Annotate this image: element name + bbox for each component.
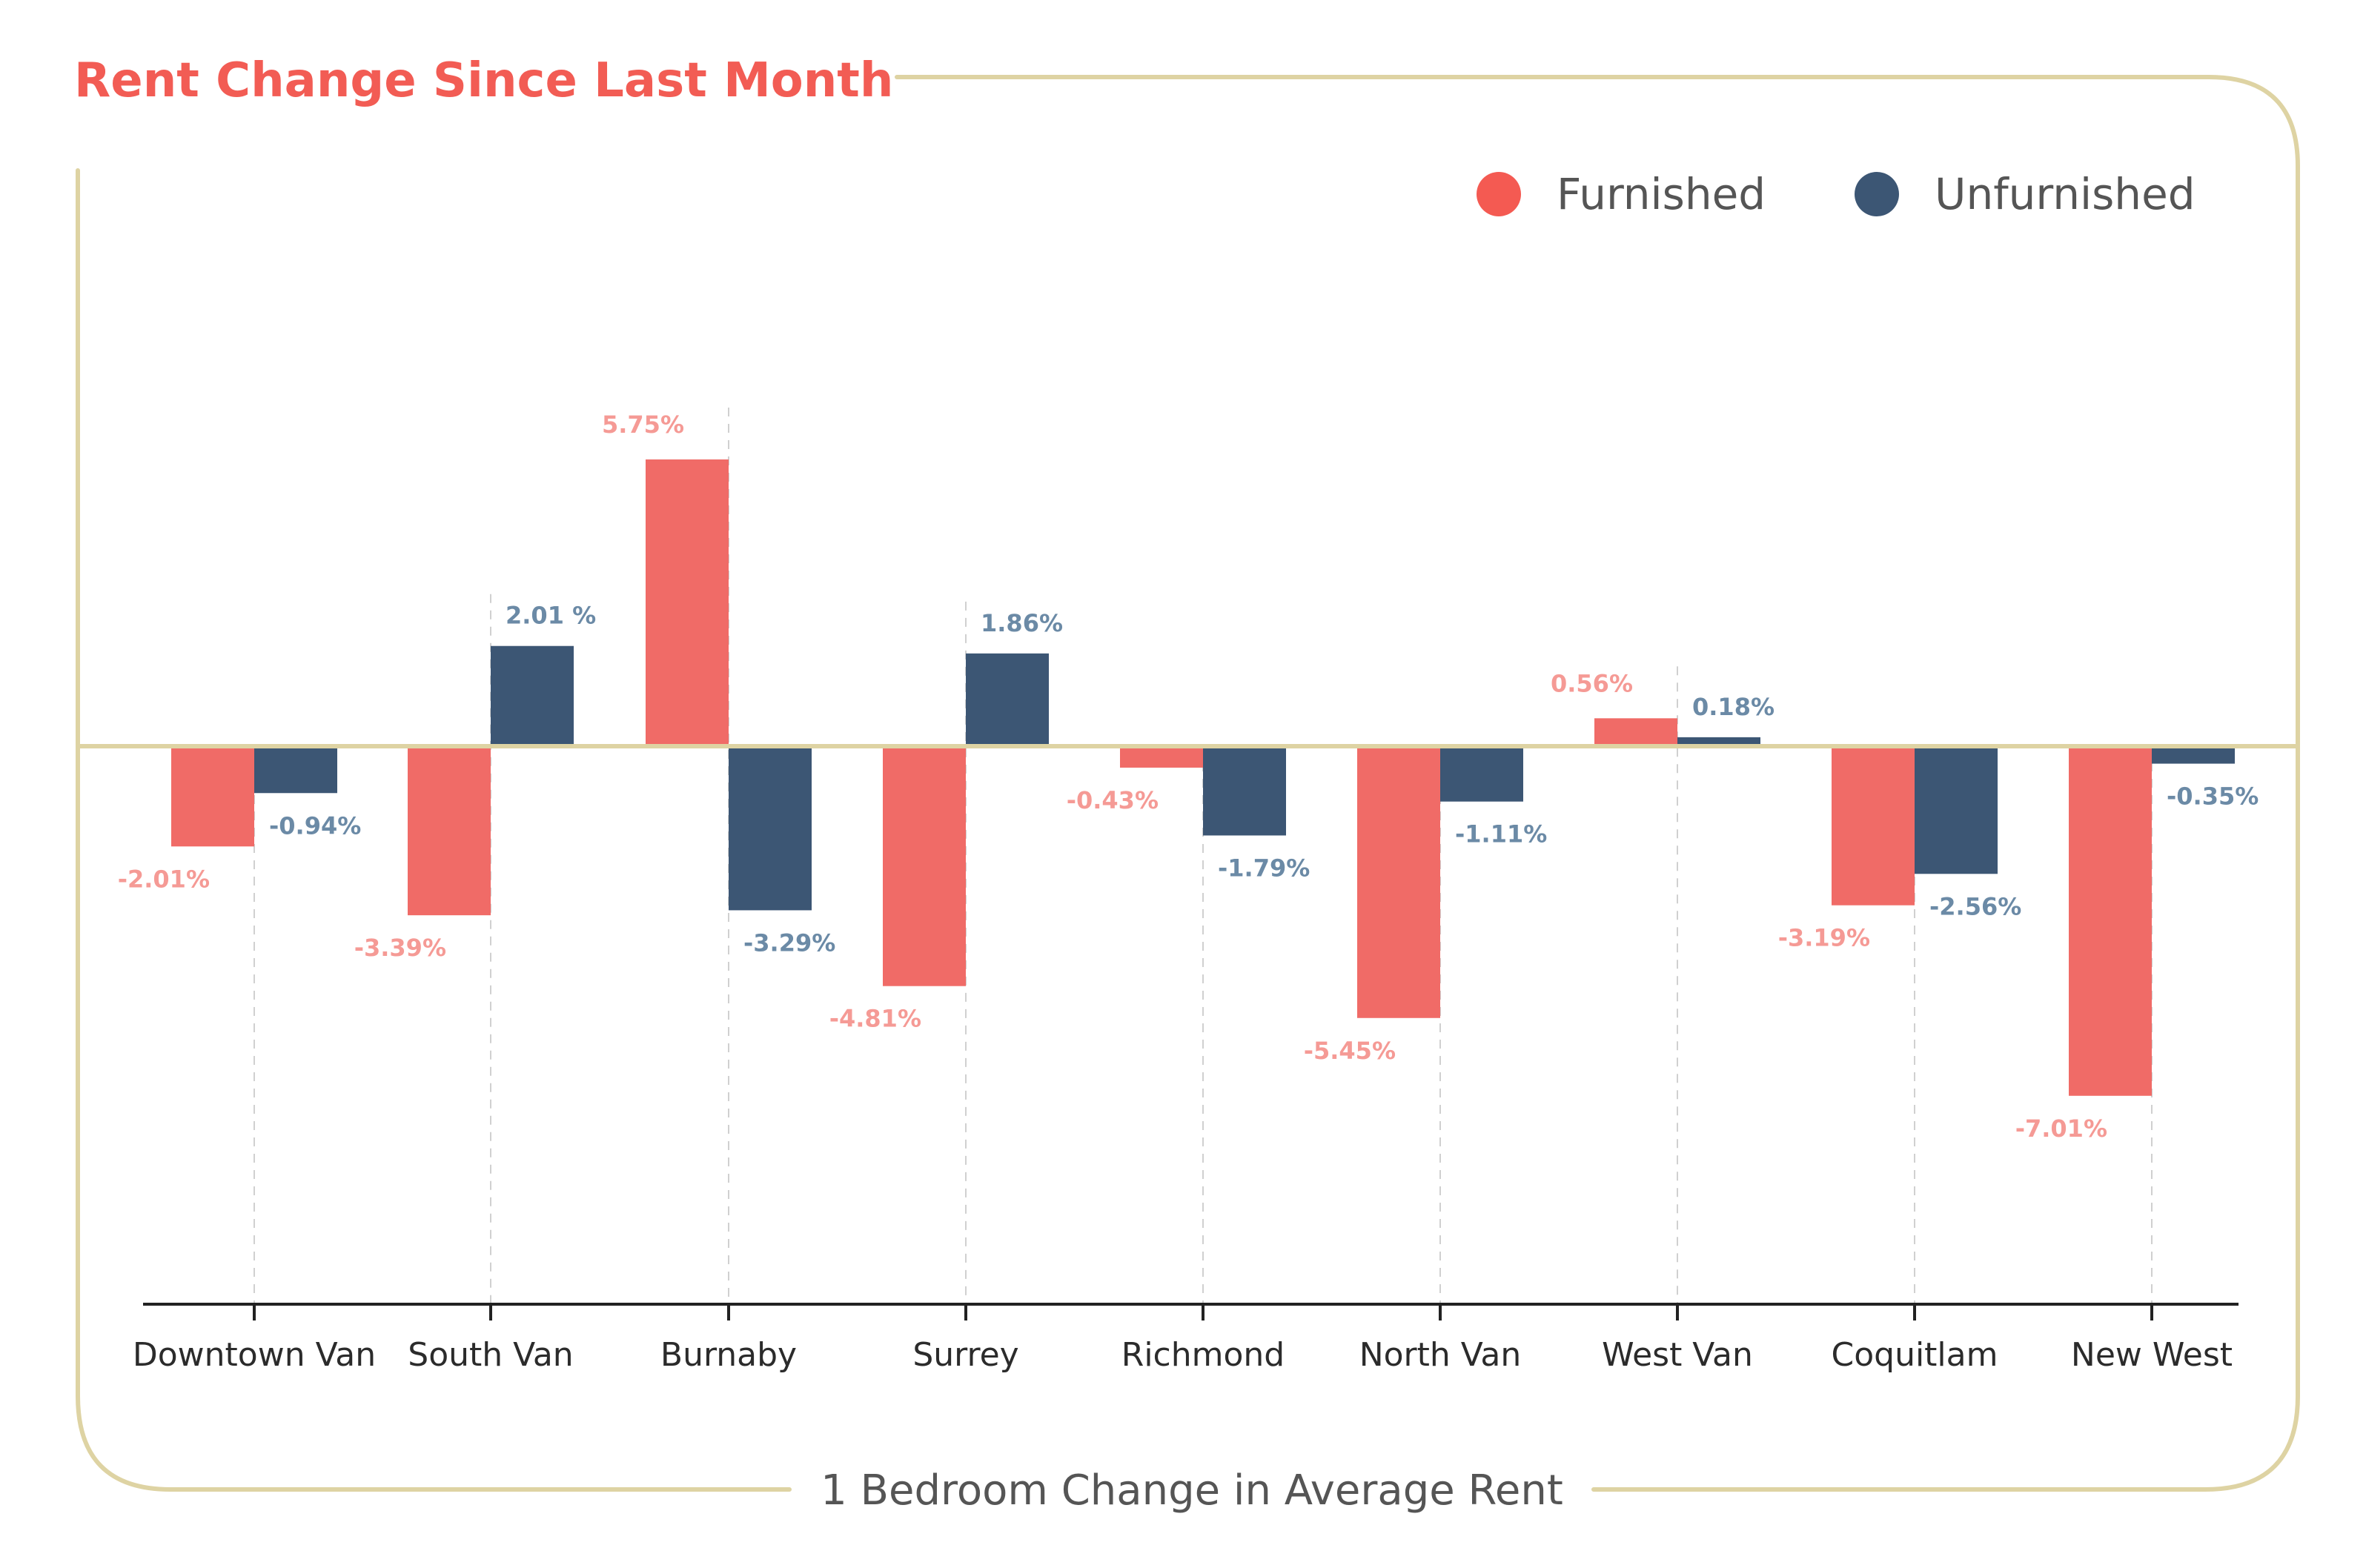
value-label-furnished: 5.75% xyxy=(602,411,684,439)
legend-unfurnished-label: Unfurnished xyxy=(1935,169,2196,219)
value-label-furnished: -5.45% xyxy=(1304,1037,1396,1065)
bars xyxy=(171,459,2235,1096)
category-label: Downtown Van xyxy=(133,1336,376,1374)
category-label: Burnaby xyxy=(660,1336,797,1374)
bar-unfurnished-south-van xyxy=(491,645,574,746)
value-label-unfurnished: -2.56% xyxy=(1929,892,2021,920)
bar-furnished-burnaby xyxy=(646,459,729,746)
value-label-unfurnished: -0.94% xyxy=(269,811,361,840)
legend-furnished-dot xyxy=(1477,172,1521,216)
bar-unfurnished-surrey xyxy=(966,653,1049,746)
value-label-furnished: -0.43% xyxy=(1067,786,1159,814)
category-label: North Van xyxy=(1359,1336,1522,1374)
category-label: South Van xyxy=(408,1336,573,1374)
value-label-furnished: -7.01% xyxy=(2015,1114,2107,1143)
value-labels: -2.01% -0.94% -3.39% 2.01 % 5.75% -3.29% -4.81… xyxy=(118,411,2259,1143)
value-label-furnished: 0.56% xyxy=(1551,669,1633,697)
bar-furnished-coquitlam xyxy=(1832,746,1915,906)
category-label: Richmond xyxy=(1121,1336,1285,1374)
value-label-unfurnished: -1.79% xyxy=(1218,854,1310,882)
value-label-unfurnished: -3.29% xyxy=(743,928,835,957)
category-label: New West xyxy=(2071,1336,2233,1374)
bar-unfurnished-north-van xyxy=(1440,746,1523,802)
bar-unfurnished-coquitlam xyxy=(1915,746,1998,874)
value-label-furnished: -2.01% xyxy=(118,865,210,893)
value-label-unfurnished: 0.18% xyxy=(1692,693,1774,721)
frame-border-left xyxy=(76,168,792,1492)
legend-furnished-label: Furnished xyxy=(1557,169,1766,219)
bar-furnished-north-van xyxy=(1357,746,1440,1018)
bar-unfurnished-west-van xyxy=(1677,737,1760,746)
bar-unfurnished-burnaby xyxy=(729,746,812,911)
legend-unfurnished-dot xyxy=(1855,172,1899,216)
chart-title: Rent Change Since Last Month xyxy=(74,53,893,108)
legend: Furnished Unfurnished xyxy=(1477,169,2196,219)
footer-title: 1 Bedroom Change in Average Rent xyxy=(821,1466,1563,1515)
value-label-furnished: -4.81% xyxy=(829,1005,921,1033)
category-label: West Van xyxy=(1602,1336,1753,1374)
value-label-unfurnished: 1.86% xyxy=(981,609,1063,637)
bar-furnished-downtown-van xyxy=(171,746,254,847)
bar-furnished-new-west xyxy=(2069,746,2152,1096)
bar-unfurnished-downtown-van xyxy=(254,746,337,794)
value-label-furnished: -3.39% xyxy=(354,934,446,962)
bar-furnished-south-van xyxy=(408,746,491,916)
value-label-unfurnished: -1.11% xyxy=(1455,820,1547,848)
value-label-unfurnished: -0.35% xyxy=(2167,783,2259,811)
category-label: Coquitlam xyxy=(1832,1336,1998,1374)
value-label-unfurnished: 2.01 % xyxy=(506,602,596,630)
category-labels: Downtown Van South Van Burnaby Surrey Richmo… xyxy=(133,1336,2233,1374)
bar-furnished-west-van xyxy=(1594,718,1677,746)
category-label: Surrey xyxy=(912,1336,1018,1374)
bar-unfurnished-new-west xyxy=(2152,746,2235,764)
frame-border xyxy=(895,75,2300,1492)
x-axis-ticks xyxy=(253,1304,2153,1320)
bar-unfurnished-richmond xyxy=(1203,746,1286,836)
bar-furnished-surrey xyxy=(883,746,966,986)
bar-furnished-richmond xyxy=(1120,746,1203,768)
value-label-furnished: -3.19% xyxy=(1778,924,1870,952)
